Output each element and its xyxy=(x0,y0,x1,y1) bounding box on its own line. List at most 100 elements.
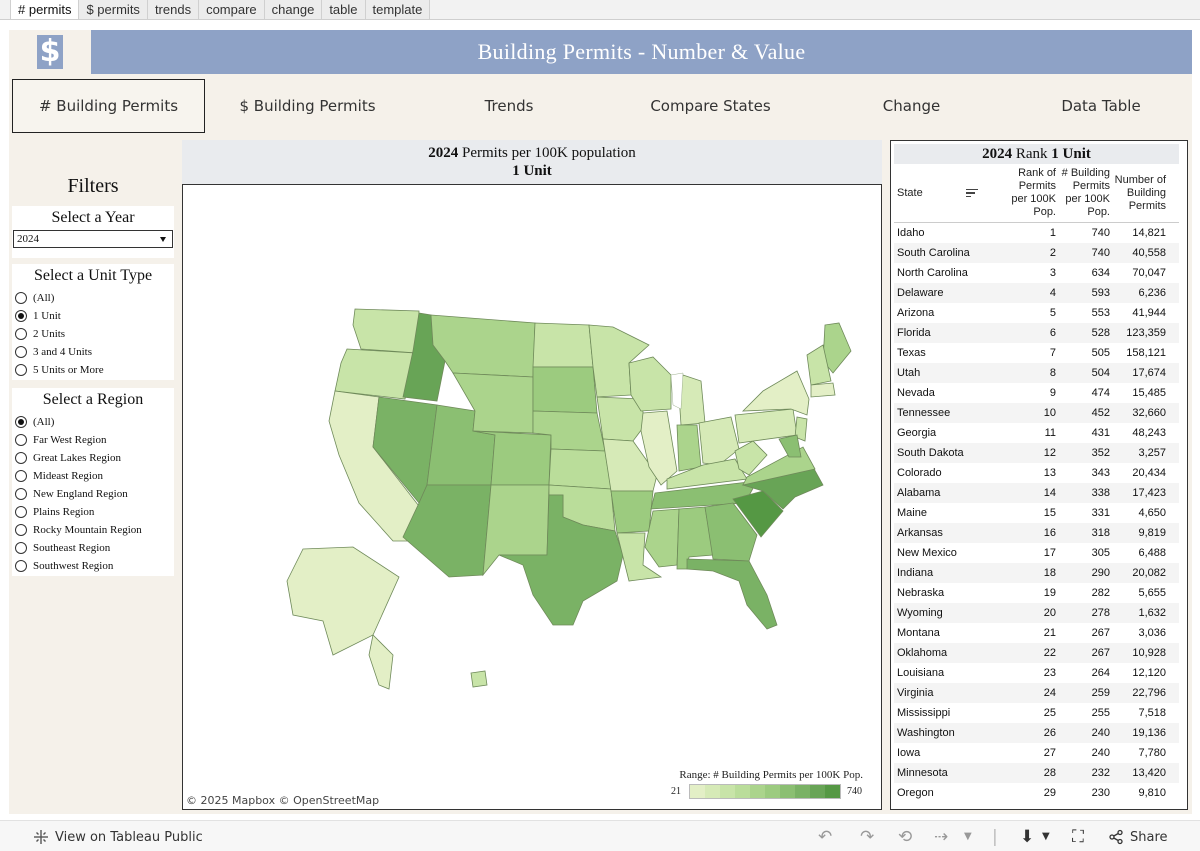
table-row[interactable]: Georgia 11 431 48,243 xyxy=(894,423,1179,443)
table-row[interactable]: Louisiana 23 264 12,120 xyxy=(894,663,1179,683)
table-row[interactable]: Arkansas 16 318 9,819 xyxy=(894,523,1179,543)
state-new-jersey[interactable] xyxy=(794,416,808,442)
state-delaware-maryland[interactable] xyxy=(778,434,802,458)
table-row[interactable]: Minnesota 28 232 13,420 xyxy=(894,763,1179,783)
col-header-number[interactable]: Number of Building Permits xyxy=(1114,173,1166,212)
state-massachusetts[interactable] xyxy=(810,382,836,398)
radio-option[interactable]: New England Region xyxy=(12,485,174,503)
view-on-tableau-link[interactable]: View on Tableau Public xyxy=(33,829,203,845)
table-row[interactable]: Maine 15 331 4,650 xyxy=(894,503,1179,523)
radio-option[interactable]: 1 Unit xyxy=(12,307,174,325)
radio-option[interactable]: Southeast Region xyxy=(12,539,174,557)
state-wisconsin[interactable] xyxy=(628,356,672,412)
radio-button[interactable] xyxy=(15,292,27,304)
table-row[interactable]: Tennessee 10 452 32,660 xyxy=(894,403,1179,423)
state-arkansas[interactable] xyxy=(610,490,654,534)
radio-button[interactable] xyxy=(15,346,27,358)
state-ohio[interactable] xyxy=(698,416,740,466)
state-georgia[interactable] xyxy=(704,502,758,562)
chevron-down-icon[interactable]: ▼ xyxy=(1042,831,1050,842)
download-icon[interactable]: ⬇ xyxy=(1020,827,1035,847)
sheet-tab[interactable]: table xyxy=(321,0,366,19)
radio-button[interactable] xyxy=(15,488,27,500)
radio-option[interactable]: (All) xyxy=(12,289,174,307)
nav-button[interactable]: Compare States xyxy=(650,97,771,115)
nav-button[interactable]: Data Table xyxy=(1061,97,1141,115)
state-vermont-nh[interactable] xyxy=(806,344,832,386)
radio-button[interactable] xyxy=(15,364,27,376)
chevron-down-icon[interactable]: ▼ xyxy=(964,831,972,842)
table-row[interactable]: Iowa 27 240 7,780 xyxy=(894,743,1179,763)
radio-button[interactable] xyxy=(15,560,27,572)
state-kansas[interactable] xyxy=(548,448,612,490)
radio-button[interactable] xyxy=(15,328,27,340)
state-west-virginia[interactable] xyxy=(734,440,768,476)
state-alaska[interactable] xyxy=(286,546,400,656)
radio-button[interactable] xyxy=(15,310,27,322)
table-row[interactable]: Wyoming 20 278 1,632 xyxy=(894,603,1179,623)
state-texas[interactable] xyxy=(498,494,624,626)
sheet-tab[interactable]: $ permits xyxy=(78,0,148,19)
table-row[interactable]: Florida 6 528 123,359 xyxy=(894,323,1179,343)
state-south-dakota[interactable] xyxy=(532,366,598,414)
radio-button[interactable] xyxy=(15,416,27,428)
table-row[interactable]: Nebraska 19 282 5,655 xyxy=(894,583,1179,603)
state-oregon[interactable] xyxy=(334,348,416,400)
sheet-tab[interactable]: template xyxy=(364,0,431,19)
nav-button[interactable]: Change xyxy=(882,97,941,115)
sheet-tab[interactable]: # permits xyxy=(10,0,80,19)
us-map-svg[interactable] xyxy=(183,185,882,810)
nav-button[interactable]: $ Building Permits xyxy=(239,97,376,115)
table-row[interactable]: Nevada 9 474 15,485 xyxy=(894,383,1179,403)
revert-icon[interactable]: ⟲ xyxy=(898,827,913,847)
radio-option[interactable]: (All) xyxy=(12,413,174,431)
table-row[interactable]: Oklahoma 22 267 10,928 xyxy=(894,643,1179,663)
table-row[interactable]: Washington 26 240 19,136 xyxy=(894,723,1179,743)
state-hawaii[interactable] xyxy=(470,670,488,688)
state-mississippi[interactable] xyxy=(644,508,680,568)
table-row[interactable]: New Mexico 17 305 6,488 xyxy=(894,543,1179,563)
table-row[interactable]: Virginia 24 259 22,796 xyxy=(894,683,1179,703)
table-row[interactable]: Alabama 14 338 17,423 xyxy=(894,483,1179,503)
share-button[interactable]: Share xyxy=(1108,829,1168,845)
table-row[interactable]: Oregon 29 230 9,810 xyxy=(894,783,1179,803)
state-alaska-panhandle[interactable] xyxy=(368,634,394,690)
map-attribution[interactable]: © 2025 Mapbox © OpenStreetMap xyxy=(186,794,380,807)
table-row[interactable]: Delaware 4 593 6,236 xyxy=(894,283,1179,303)
state-north-dakota[interactable] xyxy=(532,322,594,368)
state-louisiana[interactable] xyxy=(616,532,663,582)
radio-button[interactable] xyxy=(15,542,27,554)
table-row[interactable]: Arizona 5 553 41,944 xyxy=(894,303,1179,323)
sort-icon[interactable] xyxy=(965,187,978,200)
radio-button[interactable] xyxy=(15,452,27,464)
state-washington[interactable] xyxy=(352,308,420,354)
fullscreen-icon[interactable]: ⛶ xyxy=(1072,827,1084,847)
radio-option[interactable]: Rocky Mountain Region xyxy=(12,521,174,539)
radio-button[interactable] xyxy=(15,506,27,518)
table-row[interactable]: Texas 7 505 158,121 xyxy=(894,343,1179,363)
undo-icon[interactable]: ↶ xyxy=(818,827,833,847)
table-row[interactable]: South Carolina 2 740 40,558 xyxy=(894,243,1179,263)
sheet-tab[interactable]: trends xyxy=(146,0,200,19)
radio-button[interactable] xyxy=(15,434,27,446)
choropleth-map[interactable]: © 2025 Mapbox © OpenStreetMap Range: # B… xyxy=(182,184,882,810)
sheet-tab[interactable]: compare xyxy=(198,0,265,19)
table-row[interactable]: South Dakota 12 352 3,257 xyxy=(894,443,1179,463)
radio-option[interactable]: 2 Units xyxy=(12,325,174,343)
col-header-state[interactable]: State xyxy=(894,187,1002,200)
table-row[interactable]: Idaho 1 740 14,821 xyxy=(894,223,1179,243)
radio-option[interactable]: Far West Region xyxy=(12,431,174,449)
col-header-permits-per-100k[interactable]: # Building Permits per 100K Pop. xyxy=(1061,167,1110,218)
state-new-york[interactable] xyxy=(741,370,810,416)
radio-option[interactable]: 3 and 4 Units xyxy=(12,343,174,361)
year-select[interactable]: 2024 xyxy=(13,230,173,248)
state-michigan[interactable] xyxy=(678,374,706,426)
radio-option[interactable]: Plains Region xyxy=(12,503,174,521)
radio-option[interactable]: 5 Units or More xyxy=(12,361,174,379)
nav-button[interactable]: # Building Permits xyxy=(12,79,205,133)
state-wyoming[interactable] xyxy=(452,372,534,434)
radio-button[interactable] xyxy=(15,524,27,536)
radio-option[interactable]: Great Lakes Region xyxy=(12,449,174,467)
table-row[interactable]: Utah 8 504 17,674 xyxy=(894,363,1179,383)
sheet-tab[interactable]: change xyxy=(263,0,323,19)
